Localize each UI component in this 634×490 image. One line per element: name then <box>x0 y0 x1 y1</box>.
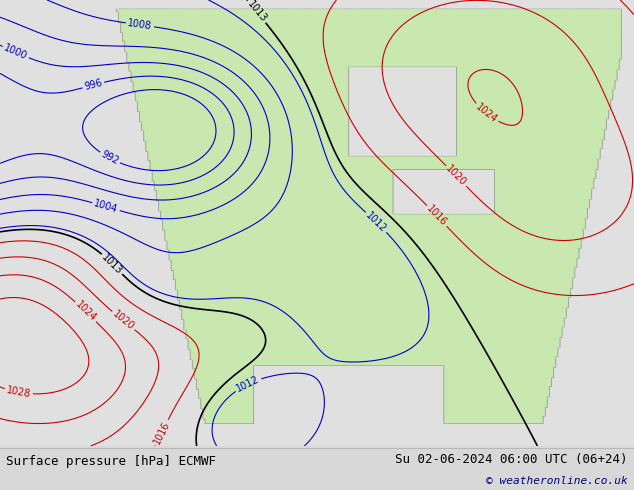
Text: © weatheronline.co.uk: © weatheronline.co.uk <box>486 476 628 486</box>
Text: 1028: 1028 <box>6 385 32 399</box>
Text: Surface pressure [hPa] ECMWF: Surface pressure [hPa] ECMWF <box>6 455 216 468</box>
Text: 1012: 1012 <box>235 374 261 394</box>
Text: 1024: 1024 <box>474 102 499 125</box>
Text: 1012: 1012 <box>364 210 389 234</box>
Text: 992: 992 <box>100 149 120 167</box>
Text: 996: 996 <box>83 78 103 92</box>
Text: 1013: 1013 <box>100 252 124 276</box>
Text: 1020: 1020 <box>110 309 136 332</box>
Text: 1008: 1008 <box>127 18 153 31</box>
Text: 1016: 1016 <box>152 419 172 446</box>
Text: 1020: 1020 <box>444 164 469 188</box>
Text: Su 02-06-2024 06:00 UTC (06+24): Su 02-06-2024 06:00 UTC (06+24) <box>395 453 628 466</box>
Text: 1004: 1004 <box>93 198 119 215</box>
Text: 1024: 1024 <box>74 299 98 324</box>
Text: 1013: 1013 <box>245 0 268 24</box>
Text: 1016: 1016 <box>425 203 449 228</box>
Text: 1000: 1000 <box>3 43 29 62</box>
